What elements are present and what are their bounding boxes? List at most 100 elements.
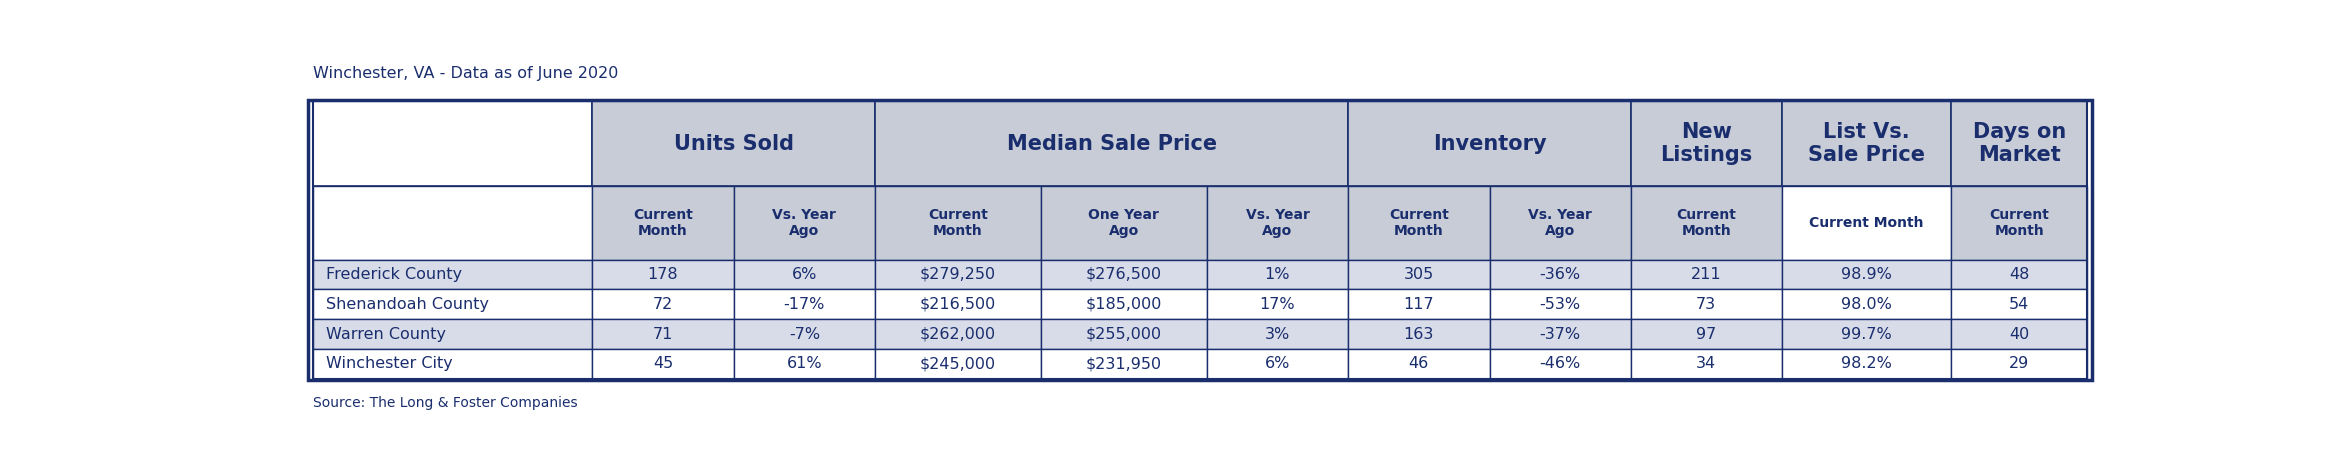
Text: 97: 97 (1696, 327, 1717, 342)
Text: 54: 54 (2009, 297, 2030, 312)
Text: 117: 117 (1404, 297, 1435, 312)
Bar (1950, 101, 2088, 186)
Bar (1041, 260, 1206, 289)
Bar (1631, 260, 1782, 289)
Bar (593, 349, 733, 379)
Text: 98.9%: 98.9% (1841, 267, 1892, 282)
Text: Vs. Year
Ago: Vs. Year Ago (1528, 207, 1591, 238)
Bar (1631, 101, 1782, 186)
Bar (593, 289, 733, 319)
Bar (1206, 260, 1348, 289)
Bar (1950, 319, 2088, 349)
Text: -7%: -7% (789, 327, 819, 342)
Text: One Year
Ago: One Year Ago (1090, 207, 1160, 238)
Bar (1950, 260, 2088, 289)
Bar (1950, 186, 2088, 260)
Text: Frederick County: Frederick County (327, 267, 462, 282)
Bar (1041, 319, 1206, 349)
Bar (1488, 289, 1631, 319)
Text: 29: 29 (2009, 357, 2030, 371)
Text: 1%: 1% (1264, 267, 1290, 282)
Text: 72: 72 (653, 297, 674, 312)
Text: 99.7%: 99.7% (1841, 327, 1892, 342)
Bar (733, 260, 875, 289)
Bar (1206, 289, 1348, 319)
Text: Winchester, VA - Data as of June 2020: Winchester, VA - Data as of June 2020 (313, 66, 618, 81)
Text: $185,000: $185,000 (1085, 297, 1162, 312)
Bar (1206, 319, 1348, 349)
Bar (1041, 289, 1206, 319)
Text: $216,500: $216,500 (919, 297, 996, 312)
Bar (313, 319, 593, 349)
Text: 71: 71 (653, 327, 674, 342)
Text: 305: 305 (1404, 267, 1435, 282)
Bar (313, 289, 593, 319)
Text: Current Month: Current Month (1810, 216, 1925, 230)
Text: 46: 46 (1409, 357, 1428, 371)
Bar (875, 289, 1041, 319)
Text: $279,250: $279,250 (919, 267, 996, 282)
Bar (1348, 349, 1488, 379)
Text: $276,500: $276,500 (1085, 267, 1162, 282)
Text: $255,000: $255,000 (1085, 327, 1162, 342)
Bar (313, 101, 2088, 379)
Bar (313, 101, 593, 186)
Bar (313, 349, 593, 379)
Text: 34: 34 (1696, 357, 1717, 371)
Text: Units Sold: Units Sold (674, 134, 793, 154)
Bar (593, 186, 733, 260)
Text: 6%: 6% (1264, 357, 1290, 371)
Text: Warren County: Warren County (327, 327, 446, 342)
Bar (593, 260, 733, 289)
Bar (733, 186, 875, 260)
Bar (1631, 186, 1782, 260)
Bar (1041, 186, 1206, 260)
Bar (1782, 101, 1950, 186)
Bar (1950, 349, 2088, 379)
Text: Inventory: Inventory (1432, 134, 1547, 154)
Text: New
Listings: New Listings (1661, 122, 1752, 165)
Text: Source: The Long & Foster Companies: Source: The Long & Foster Companies (313, 396, 579, 410)
Bar (733, 319, 875, 349)
Text: Shenandoah County: Shenandoah County (327, 297, 490, 312)
Bar (875, 260, 1041, 289)
Text: 98.2%: 98.2% (1841, 357, 1892, 371)
Bar (1488, 349, 1631, 379)
Text: 211: 211 (1691, 267, 1722, 282)
Bar (1631, 349, 1782, 379)
Text: $245,000: $245,000 (919, 357, 996, 371)
Text: Current
Month: Current Month (929, 207, 987, 238)
Bar (308, 100, 2093, 380)
Text: Vs. Year
Ago: Vs. Year Ago (1246, 207, 1309, 238)
Bar (1488, 260, 1631, 289)
Text: -53%: -53% (1540, 297, 1582, 312)
Bar (1782, 186, 1950, 260)
Text: 40: 40 (2009, 327, 2030, 342)
Bar (1782, 260, 1950, 289)
Bar (1348, 186, 1488, 260)
Text: 178: 178 (649, 267, 679, 282)
Text: Median Sale Price: Median Sale Price (1006, 134, 1215, 154)
Bar (1488, 319, 1631, 349)
Text: Vs. Year
Ago: Vs. Year Ago (772, 207, 835, 238)
Text: $231,950: $231,950 (1085, 357, 1162, 371)
Text: 45: 45 (653, 357, 674, 371)
Text: 48: 48 (2009, 267, 2030, 282)
Text: Current
Month: Current Month (1990, 207, 2048, 238)
Text: $262,000: $262,000 (919, 327, 996, 342)
Text: Winchester City: Winchester City (327, 357, 453, 371)
Text: Current
Month: Current Month (1388, 207, 1449, 238)
Bar (1782, 349, 1950, 379)
Bar (875, 101, 1348, 186)
Bar (313, 186, 593, 260)
Bar (1348, 319, 1488, 349)
Bar (1782, 289, 1950, 319)
Bar (1782, 319, 1950, 349)
Bar (1206, 186, 1348, 260)
Bar (1206, 349, 1348, 379)
Bar (593, 319, 733, 349)
Text: 73: 73 (1696, 297, 1717, 312)
Text: List Vs.
Sale Price: List Vs. Sale Price (1808, 122, 1925, 165)
Text: Days on
Market: Days on Market (1974, 122, 2065, 165)
Bar (1950, 289, 2088, 319)
